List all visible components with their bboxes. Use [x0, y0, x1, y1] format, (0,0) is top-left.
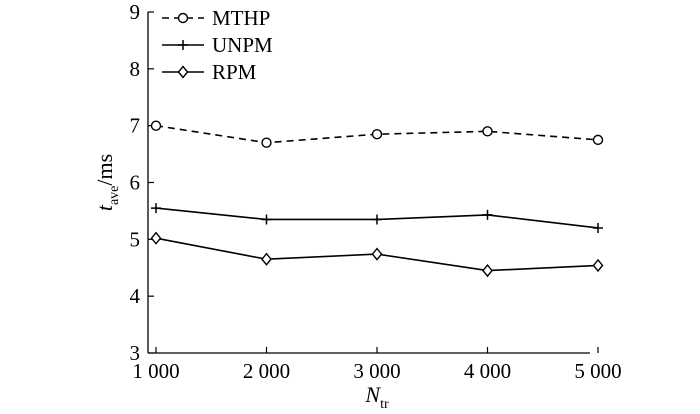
y-tick-label: 5	[130, 227, 141, 251]
series-unpm	[151, 203, 603, 233]
point-diamond	[592, 258, 604, 273]
y-tick-label: 3	[130, 341, 141, 365]
y-tick-label: 8	[130, 57, 141, 81]
x-axis-title-sub: tr	[380, 397, 389, 412]
point-diamond	[261, 252, 272, 266]
point-diamond	[177, 65, 189, 79]
point-plus	[482, 209, 493, 220]
point-plus	[151, 203, 161, 214]
y-axis-ticks: 3 4 5 6 7 8 9	[130, 0, 154, 365]
point-circle	[177, 12, 189, 24]
point-plus	[261, 214, 272, 225]
y-axis-title-main: t	[92, 204, 117, 211]
y-tick-label: 7	[130, 114, 141, 138]
y-tick-label: 4	[130, 284, 141, 308]
legend-label: RPM	[212, 60, 257, 84]
legend-label: UNPM	[212, 33, 273, 57]
x-axis-ticks: 1 000 2 000 3 000 4 000 5 000	[132, 347, 622, 383]
point-circle	[371, 128, 383, 140]
point-circle	[150, 120, 162, 131]
y-tick-label: 6	[130, 171, 141, 195]
legend-item: RPM	[162, 60, 257, 84]
x-tick-label: 4 000	[464, 359, 511, 383]
y-axis-title: tave/ms	[92, 154, 122, 211]
y-axis-title-sub: ave	[107, 186, 122, 205]
point-plus	[593, 222, 603, 233]
point-diamond	[482, 263, 493, 278]
series-layer	[150, 120, 604, 278]
legend-item: UNPM	[162, 33, 273, 57]
point-diamond	[371, 247, 383, 261]
point-plus	[178, 40, 188, 50]
series-rpm	[150, 231, 604, 278]
series-mthp	[150, 120, 604, 148]
legend: MTHP UNPM RPM	[162, 6, 273, 84]
point-circle	[482, 126, 493, 137]
legend-item: MTHP	[162, 6, 270, 30]
x-tick-label: 2 000	[243, 359, 290, 383]
point-diamond	[150, 231, 162, 245]
point-circle	[592, 134, 604, 146]
y-tick-label: 9	[130, 0, 141, 24]
x-tick-label: 3 000	[353, 359, 400, 383]
x-axis-title: Ntr	[364, 382, 389, 412]
point-circle	[261, 137, 272, 148]
x-tick-label: 1 000	[132, 359, 179, 383]
legend-label: MTHP	[212, 6, 270, 30]
y-axis-title-suffix: /ms	[92, 154, 117, 186]
x-tick-label: 5 000	[574, 359, 621, 383]
x-axis-title-main: N	[364, 382, 381, 407]
point-plus	[372, 214, 382, 225]
